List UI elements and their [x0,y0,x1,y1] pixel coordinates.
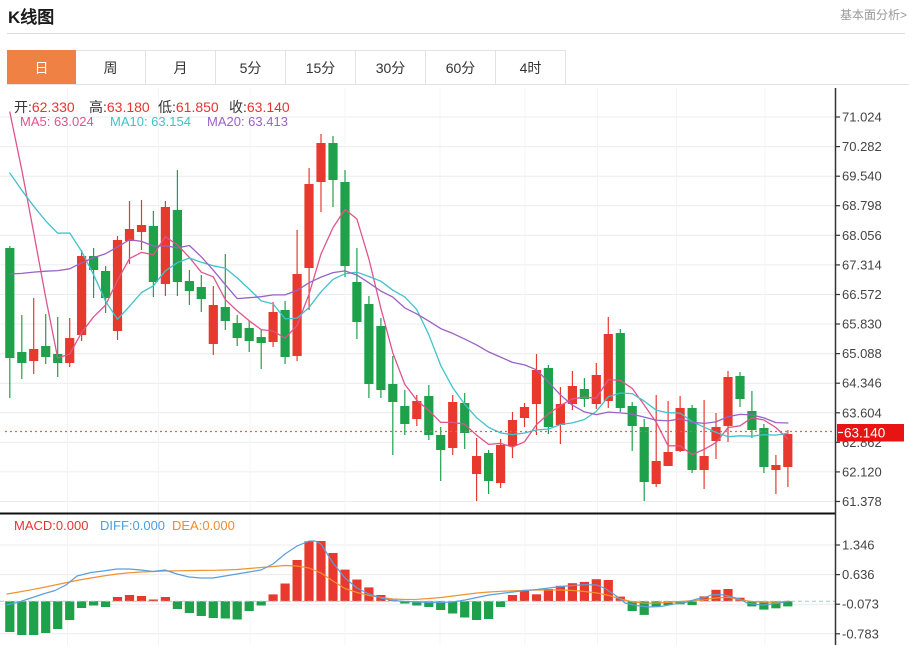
svg-text:1.346: 1.346 [842,538,875,553]
svg-text:61.378: 61.378 [842,494,882,509]
svg-text:0.636: 0.636 [842,567,875,582]
svg-text:71.024: 71.024 [842,110,882,125]
svg-text:69.540: 69.540 [842,169,882,184]
svg-text:-0.783: -0.783 [842,626,879,641]
svg-text:68.798: 68.798 [842,198,882,213]
svg-text:63.604: 63.604 [842,405,882,420]
svg-text:68.056: 68.056 [842,228,882,243]
svg-text:64.346: 64.346 [842,376,882,391]
svg-text:65.830: 65.830 [842,317,882,332]
svg-text:70.282: 70.282 [842,139,882,154]
svg-text:67.314: 67.314 [842,257,882,272]
svg-text:-0.073: -0.073 [842,597,879,612]
svg-text:62.120: 62.120 [842,464,882,479]
svg-text:66.572: 66.572 [842,287,882,302]
svg-text:65.088: 65.088 [842,346,882,361]
svg-text:63.140: 63.140 [844,426,885,441]
